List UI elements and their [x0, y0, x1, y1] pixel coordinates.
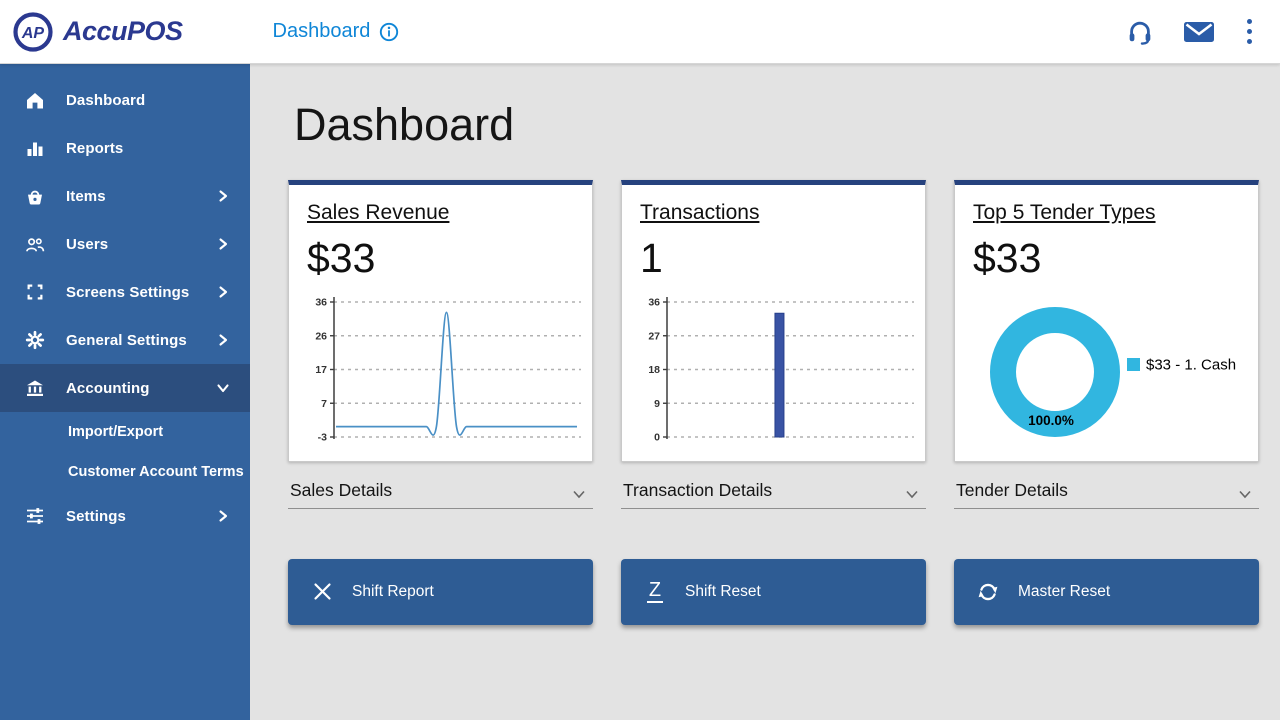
details-dropdowns: Sales Details Transaction Details Tender… — [288, 480, 1280, 509]
shift-report-button[interactable]: Shift Report — [288, 558, 593, 625]
card-title: Top 5 Tender Types — [973, 200, 1156, 224]
tender-types-donut-chart: 100.0% $33 - 1. Cash — [990, 306, 1236, 437]
svg-text:17: 17 — [315, 364, 327, 376]
card-title: Sales Revenue — [307, 200, 450, 224]
breadcrumb: Dashboard — [273, 20, 400, 43]
sales-revenue-card: Sales Revenue $33 36 26 17 7 -3 — [288, 179, 593, 462]
sidebar-item-accounting[interactable]: Accounting — [0, 364, 250, 412]
brand-name: AccuPOS — [63, 16, 183, 46]
transaction-details-dropdown[interactable]: Transaction Details — [621, 480, 926, 509]
svg-text:$33 - 1. Cash: $33 - 1. Cash — [1146, 356, 1236, 373]
transactions-card: Transactions 1 36 27 18 9 0 — [621, 179, 926, 462]
sales-details-dropdown[interactable]: Sales Details — [288, 480, 593, 509]
master-reset-button[interactable]: Master Reset — [954, 558, 1259, 625]
refresh-icon — [976, 581, 1000, 603]
breadcrumb-label: Dashboard — [272, 20, 371, 42]
tender-types-card: Top 5 Tender Types $33 100.0% $33 - 1. Ca… — [954, 179, 1259, 462]
chevron-down-icon — [573, 490, 585, 498]
chevron-right-icon — [216, 237, 230, 251]
basket-icon — [24, 186, 46, 207]
button-label: Shift Report — [352, 582, 434, 600]
action-buttons: Shift Report Z Shift Reset Master Re — [288, 558, 1280, 625]
svg-text:27: 27 — [648, 330, 660, 342]
chevron-right-icon — [216, 285, 230, 299]
svg-text:AP: AP — [21, 25, 45, 42]
bar-chart-icon — [24, 138, 46, 158]
messages-button[interactable] — [1181, 18, 1217, 46]
svg-text:100.0%: 100.0% — [1028, 413, 1074, 428]
svg-text:-3: -3 — [318, 431, 327, 443]
sidebar-item-users[interactable]: Users — [0, 220, 250, 268]
shift-reset-button[interactable]: Z Shift Reset — [621, 558, 926, 625]
sidebar-item-items[interactable]: Items — [0, 172, 250, 220]
sidebar-item-settings[interactable]: Settings — [0, 492, 250, 540]
gear-icon — [24, 329, 46, 351]
home-icon — [24, 90, 46, 111]
sidebar-item-customer-account-terms[interactable]: Customer Account Terms — [68, 464, 244, 480]
bank-icon — [24, 378, 46, 398]
logo-mark-icon: AP — [13, 11, 53, 52]
svg-text:26: 26 — [315, 330, 327, 342]
kebab-menu-icon[interactable] — [1241, 17, 1259, 47]
chevron-right-icon — [216, 509, 230, 523]
mail-icon — [1183, 21, 1214, 42]
sidebar-item-dashboard[interactable]: Dashboard — [0, 76, 250, 124]
button-label: Master Reset — [1018, 582, 1111, 600]
svg-text:36: 36 — [648, 296, 660, 308]
dashboard-cards: Sales Revenue $33 36 26 17 7 -3 Transactions… — [288, 179, 1280, 462]
card-title: Transactions — [640, 200, 760, 224]
svg-text:18: 18 — [648, 364, 660, 376]
svg-text:36: 36 — [315, 296, 327, 308]
chevron-down-icon — [216, 381, 230, 395]
chevron-down-icon — [906, 490, 918, 498]
sidebar-item-reports[interactable]: Reports — [0, 124, 250, 172]
x-icon — [310, 582, 334, 601]
users-icon — [24, 234, 46, 255]
tender-details-dropdown[interactable]: Tender Details — [954, 480, 1259, 509]
svg-text:9: 9 — [654, 397, 660, 409]
fullscreen-icon — [24, 282, 46, 302]
support-headset-button[interactable] — [1123, 16, 1157, 48]
sales-revenue-line-chart: 36 26 17 7 -3 — [315, 296, 581, 443]
info-icon[interactable] — [379, 22, 399, 42]
transactions-bar-chart: 36 27 18 9 0 — [648, 296, 914, 443]
svg-text:7: 7 — [321, 397, 327, 409]
sidebar: Dashboard Reports Items — [0, 64, 250, 720]
headset-icon — [1129, 21, 1150, 45]
button-label: Shift Reset — [685, 582, 761, 600]
sidebar-item-screens-settings[interactable]: Screens Settings — [0, 268, 250, 316]
svg-text:0: 0 — [654, 431, 660, 443]
sliders-icon — [24, 505, 46, 527]
chevron-down-icon — [1239, 490, 1251, 498]
sidebar-item-import-export[interactable]: Import/Export — [68, 424, 164, 440]
header-actions — [1123, 16, 1259, 48]
page-title: Dashboard — [294, 99, 515, 150]
chevron-right-icon — [216, 189, 230, 203]
chevron-right-icon — [216, 333, 230, 347]
card-value: $33 — [307, 234, 376, 281]
card-value: 1 — [640, 234, 663, 281]
sidebar-item-general-settings[interactable]: General Settings — [0, 316, 250, 364]
card-value: $33 — [973, 234, 1042, 281]
top-header: AP AccuPOS Dashboard — [0, 0, 1280, 64]
main-content: Dashboard Sales Revenue $33 36 26 17 7 -3 Tr… — [250, 64, 1280, 720]
z-icon: Z — [646, 579, 664, 603]
accupos-logo: AP AccuPOS — [12, 11, 183, 53]
